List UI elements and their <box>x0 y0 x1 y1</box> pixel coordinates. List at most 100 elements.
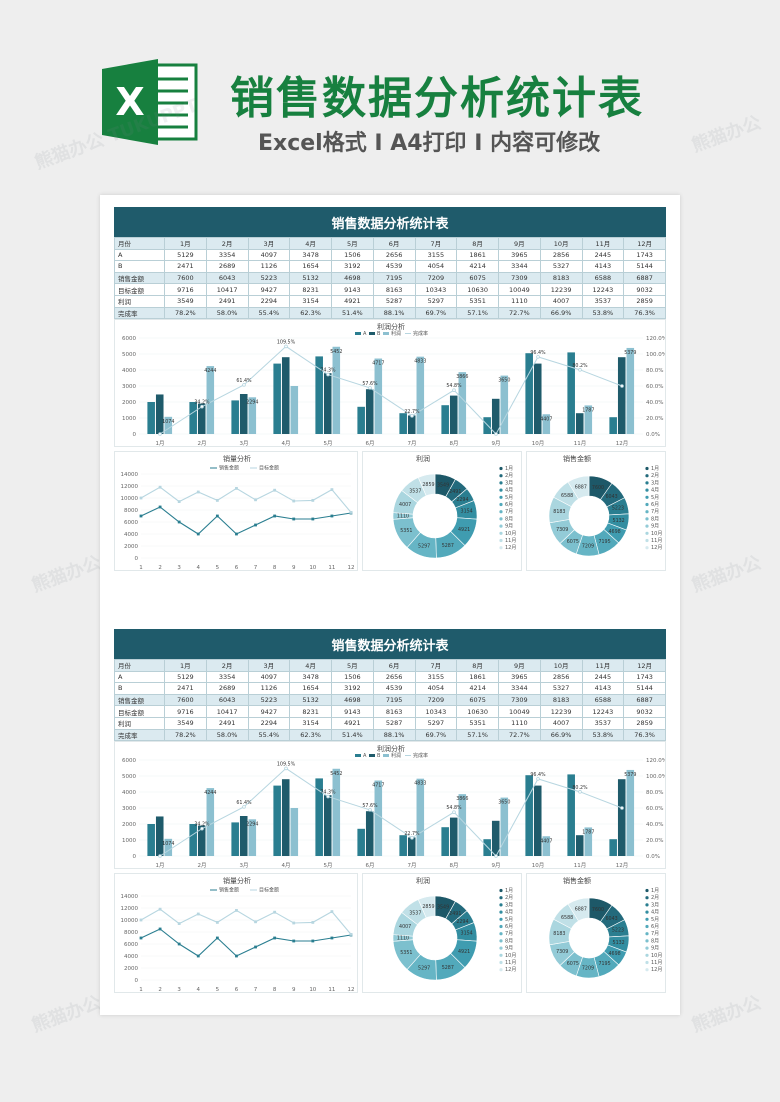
series-point <box>292 921 296 925</box>
bar <box>609 417 617 434</box>
table-cell: 3155 <box>414 248 458 262</box>
table-header-cell: 3月 <box>247 237 291 250</box>
hero-title: 销售数据分析统计表 <box>230 73 644 124</box>
bar-data-label: 4717 <box>372 783 384 789</box>
table-header-cell: 10月 <box>539 237 583 250</box>
legend-swatch <box>499 466 503 471</box>
legend-swatch <box>499 488 503 492</box>
legend-swatch <box>499 953 503 957</box>
legend-swatch <box>499 481 503 485</box>
table-cell: 53.8% <box>581 306 625 320</box>
x-tick-label: 10月 <box>532 862 545 869</box>
table-cell: 5287 <box>372 716 416 730</box>
excel-logo-icon: X <box>102 59 198 145</box>
slice-label: 7195 <box>598 539 610 545</box>
rate-point <box>242 383 246 387</box>
legend-swatch <box>499 968 503 972</box>
rate-line <box>159 767 623 857</box>
slice-label: 6075 <box>567 539 579 545</box>
table-cell: 6887 <box>623 693 666 707</box>
series-point <box>254 920 257 924</box>
slice-label: 6075 <box>567 961 579 967</box>
table-header-cell: 月份 <box>114 237 165 250</box>
table-cell: 4214 <box>456 682 499 695</box>
table-cell: 8231 <box>289 283 332 296</box>
legend-label: 4月 <box>505 910 513 916</box>
x-tick-label: 5月 <box>324 440 333 447</box>
legend-swatch <box>645 502 649 507</box>
y2-tick-label: 120.0% <box>646 758 666 764</box>
y-tick-label: 8000 <box>124 930 138 936</box>
table-cell: 4921 <box>331 716 374 730</box>
legend-label: 2月 <box>651 473 659 479</box>
series-line <box>140 928 352 957</box>
bar <box>374 358 383 434</box>
legend-label: 2月 <box>505 473 513 479</box>
table-cell: 2445 <box>581 670 625 684</box>
table-cell: 5297 <box>414 716 458 730</box>
x-tick-label: 6月 <box>366 862 375 869</box>
slice-label: 8183 <box>553 509 565 515</box>
row-label: 销售金额 <box>114 271 165 285</box>
y-tick-label: 1000 <box>122 838 136 844</box>
table-cell: 10417 <box>205 705 249 718</box>
legend-swatch <box>645 510 649 514</box>
bar <box>315 356 323 434</box>
legend-swatch <box>645 531 649 535</box>
x-tick-label: 6 <box>235 987 239 993</box>
series-point <box>273 488 277 492</box>
bar <box>239 394 248 434</box>
legend-label: 7月 <box>651 931 659 937</box>
sales-donut-chart: 销售金额 7600 6043 5223 5132 4698 7195 7209 6075 7309… <box>526 873 666 993</box>
slice-label: 6887 <box>575 485 587 491</box>
rate-data-label: 74.3% <box>320 790 336 796</box>
series-point <box>349 511 353 514</box>
legend-label: 4月 <box>651 910 659 916</box>
slice-label: 4007 <box>399 502 411 508</box>
series-point <box>235 532 238 536</box>
x-tick-label: 7 <box>254 987 258 993</box>
slice-label: 6588 <box>561 915 573 921</box>
y-tick-label: 2000 <box>122 822 136 828</box>
series-point <box>139 936 143 940</box>
table-row: 销售金额 7600 6043 5223 5132 4698 7195 7209 6075 7309… <box>114 271 666 285</box>
rate-point <box>158 432 162 436</box>
slice-label: 8183 <box>553 931 565 937</box>
table-header-cell: 7月 <box>414 237 458 250</box>
slice-label: 7600 <box>592 907 604 913</box>
table-cell: 4539 <box>372 260 416 273</box>
x-tick-label: 10 <box>309 987 316 993</box>
x-tick-label: 12月 <box>616 862 629 869</box>
row-label: A <box>114 248 165 262</box>
x-tick-label: 9月 <box>492 440 501 447</box>
table-header-cell: 5月 <box>331 659 374 672</box>
legend-label: 6月 <box>505 502 513 508</box>
table-cell: 2689 <box>205 682 249 695</box>
table-cell: 8183 <box>539 693 583 707</box>
bar <box>357 828 365 856</box>
legend-label: 5月 <box>505 495 513 501</box>
table-cell: 10343 <box>414 705 458 718</box>
rate-point <box>494 854 498 858</box>
table-cell: 1654 <box>289 260 332 273</box>
slice-label: 4921 <box>458 949 470 955</box>
bar <box>399 835 407 856</box>
table-cell: 51.4% <box>331 306 374 320</box>
table-cell: 2445 <box>581 248 625 262</box>
y-tick-label: 6000 <box>122 758 136 764</box>
legend-label: 10月 <box>651 531 662 537</box>
table-cell: 10630 <box>456 283 499 296</box>
bar <box>617 357 626 434</box>
table-cell: 10343 <box>414 283 458 296</box>
table-cell: 4698 <box>331 693 374 707</box>
legend-swatch <box>499 888 503 893</box>
x-tick-label: 8月 <box>450 862 459 869</box>
table-cell: 4054 <box>414 682 458 695</box>
rate-data-label: 22.7% <box>404 831 420 837</box>
table-cell: 7309 <box>498 271 541 285</box>
slice-label: 7209 <box>582 965 594 971</box>
chart-title: 利润 <box>416 454 430 463</box>
y-tick-label: 6000 <box>122 336 136 342</box>
table-header-cell: 1月 <box>164 659 207 672</box>
legend-swatch <box>645 960 649 965</box>
